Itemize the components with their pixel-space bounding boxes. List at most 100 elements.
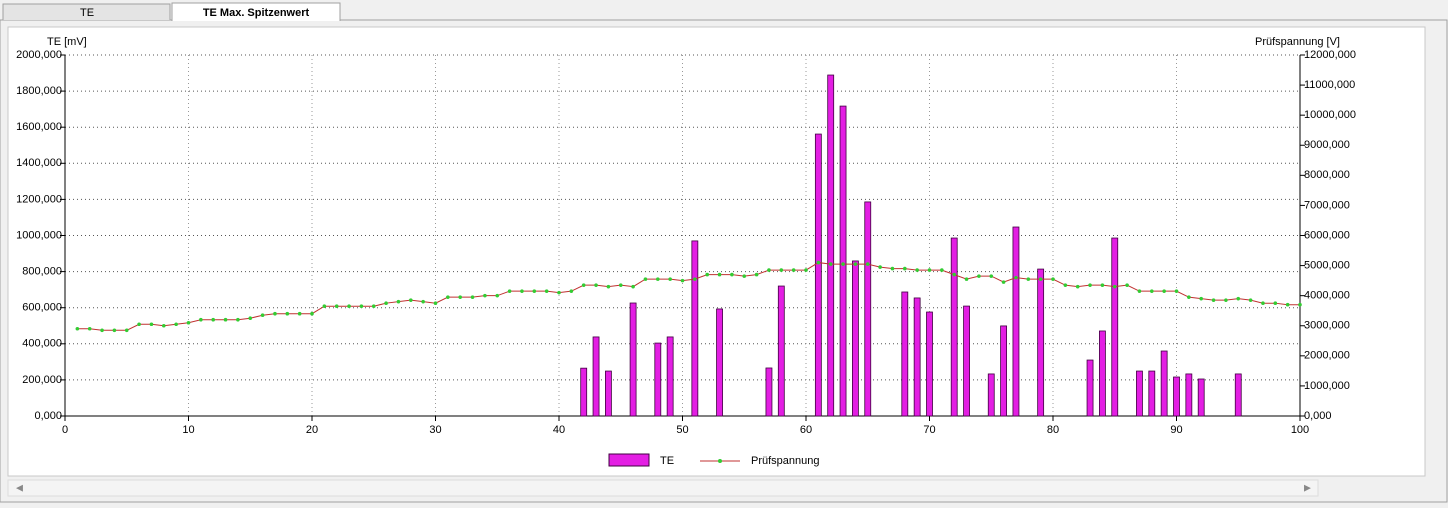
bar bbox=[654, 342, 662, 417]
line-marker bbox=[594, 283, 598, 287]
bar bbox=[605, 370, 612, 417]
line-marker bbox=[804, 268, 808, 272]
scrollbar[interactable] bbox=[7, 479, 1319, 497]
bar bbox=[1012, 226, 1020, 417]
scroll-left[interactable]: ◀ bbox=[16, 482, 23, 492]
bar bbox=[987, 373, 995, 417]
line-marker bbox=[977, 274, 981, 278]
bar bbox=[1148, 370, 1156, 417]
line-marker bbox=[1026, 277, 1031, 281]
line-marker bbox=[285, 311, 290, 316]
x-tick-label: 50 bbox=[676, 424, 688, 436]
y2-tick-label: 12000,000 bbox=[1304, 49, 1356, 61]
bar bbox=[963, 305, 970, 417]
bar bbox=[1197, 378, 1205, 417]
line-marker bbox=[618, 283, 623, 287]
line-marker bbox=[1051, 277, 1055, 281]
line-marker bbox=[890, 266, 895, 271]
line-marker bbox=[903, 266, 907, 271]
line-marker bbox=[705, 272, 709, 277]
x-tick-label: 90 bbox=[1170, 424, 1182, 436]
y2-tick-label: 5000,000 bbox=[1304, 259, 1350, 271]
line-marker bbox=[1075, 284, 1080, 289]
line-marker bbox=[87, 326, 92, 331]
bar bbox=[814, 133, 822, 417]
x-tick-label: 0 bbox=[62, 424, 68, 436]
line-marker bbox=[446, 295, 450, 299]
line-marker bbox=[458, 295, 463, 299]
line-marker bbox=[865, 262, 870, 266]
bar bbox=[1037, 268, 1045, 417]
line-marker bbox=[853, 262, 858, 266]
line-marker bbox=[1261, 301, 1265, 305]
line-marker bbox=[149, 322, 154, 327]
line-marker bbox=[174, 322, 178, 327]
x-tick-label: 30 bbox=[429, 424, 441, 436]
y2-tick-label: 11000,000 bbox=[1304, 79, 1355, 91]
y2-tick-label: 10000,000 bbox=[1304, 109, 1356, 121]
line-marker bbox=[297, 311, 302, 316]
scroll-right[interactable]: ▶ bbox=[1304, 482, 1311, 492]
y-tick-label: 400,000 bbox=[22, 338, 62, 350]
y-tick-label: 1800,000 bbox=[16, 85, 62, 97]
bar bbox=[580, 367, 588, 417]
line-marker bbox=[1211, 298, 1216, 302]
bar bbox=[1173, 376, 1180, 417]
bar bbox=[1185, 373, 1193, 417]
x-tick-label: 100 bbox=[1291, 424, 1309, 436]
y2-axis-label: Prüfspannung [V] bbox=[1255, 36, 1340, 48]
line-marker bbox=[347, 304, 351, 308]
tab-label[interactable]: TE bbox=[80, 7, 94, 19]
line-marker bbox=[680, 278, 685, 283]
legend-swatch bbox=[608, 453, 650, 467]
y-tick-label: 1400,000 bbox=[16, 157, 62, 169]
line-marker bbox=[1199, 296, 1203, 301]
line-marker bbox=[495, 293, 500, 298]
tab[interactable] bbox=[2, 3, 171, 20]
line-marker bbox=[1001, 280, 1006, 284]
line-marker bbox=[112, 328, 117, 333]
line-marker bbox=[557, 290, 561, 295]
line-marker bbox=[779, 268, 784, 272]
line-marker bbox=[396, 299, 401, 304]
line-marker bbox=[791, 268, 796, 272]
line-marker bbox=[199, 317, 203, 322]
bar bbox=[839, 105, 847, 417]
bar bbox=[1086, 359, 1094, 417]
line-marker bbox=[878, 265, 882, 269]
legend-label: Prüfspannung bbox=[751, 455, 820, 467]
bar bbox=[1111, 237, 1119, 417]
line-marker bbox=[1298, 302, 1302, 307]
line-marker bbox=[1014, 275, 1018, 280]
line-marker bbox=[421, 299, 425, 304]
line-marker bbox=[927, 268, 932, 272]
bar bbox=[950, 237, 958, 417]
y2-tick-label: 3000,000 bbox=[1304, 320, 1350, 332]
x-tick-label: 20 bbox=[306, 424, 318, 436]
bar bbox=[1234, 373, 1242, 417]
bar bbox=[765, 367, 773, 417]
line-marker bbox=[656, 277, 660, 281]
bar bbox=[592, 336, 600, 417]
bar bbox=[827, 74, 835, 417]
line-marker bbox=[1236, 296, 1241, 301]
line-marker bbox=[742, 274, 747, 278]
line-marker bbox=[1162, 289, 1166, 293]
bar bbox=[926, 311, 933, 417]
line-marker bbox=[754, 272, 759, 277]
line-marker bbox=[1088, 283, 1092, 287]
line-marker bbox=[569, 289, 574, 293]
tab-label[interactable]: TE Max. Spitzenwert bbox=[203, 7, 310, 19]
line-marker bbox=[693, 277, 697, 281]
bar bbox=[913, 297, 921, 417]
y-tick-label: 1000,000 bbox=[16, 229, 62, 241]
line-marker bbox=[1285, 302, 1290, 307]
y-tick-label: 0,000 bbox=[34, 410, 62, 422]
line-marker bbox=[1063, 283, 1068, 287]
tab-active[interactable] bbox=[171, 2, 341, 21]
y2-tick-label: 7000,000 bbox=[1304, 199, 1350, 211]
line-marker bbox=[322, 304, 327, 308]
line-marker bbox=[124, 328, 129, 333]
line-marker bbox=[1273, 301, 1278, 305]
